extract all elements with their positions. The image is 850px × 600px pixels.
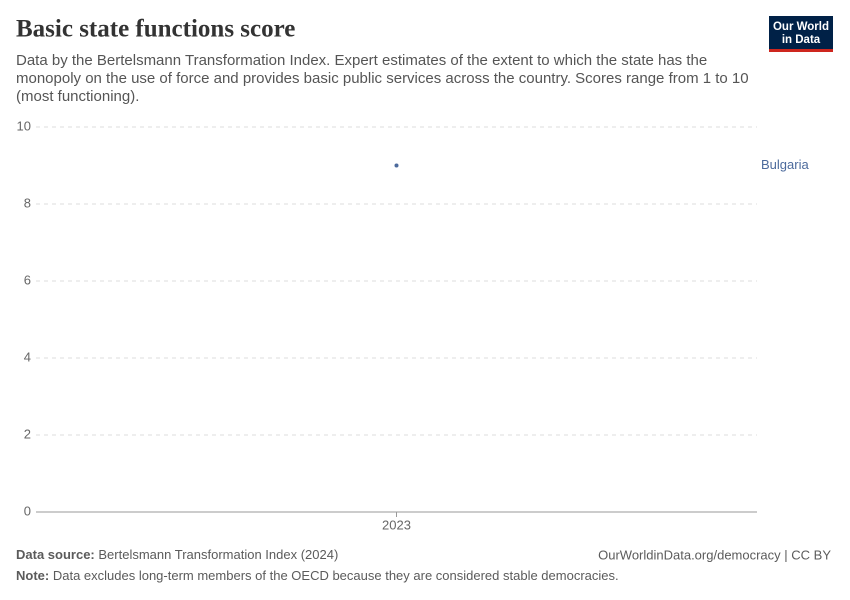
note-label: Note: [16, 568, 49, 583]
y-tick-label: 2 [24, 426, 31, 441]
y-tick-label: 4 [24, 349, 31, 364]
note-text: Data excludes long-term members of the O… [53, 568, 619, 583]
y-tick-label: 0 [24, 503, 31, 518]
y-tick-label: 6 [24, 272, 31, 287]
series-label: Bulgaria [761, 157, 809, 172]
source-label: Data source: [16, 547, 95, 562]
logo-bar [769, 49, 833, 52]
point [394, 163, 399, 168]
subtitle: Data by the Bertelsmann Transformation I… [16, 52, 749, 105]
source-text: Bertelsmann Transformation Index (2024) [98, 547, 338, 562]
logo-text: in Data [782, 34, 821, 46]
logo-box [769, 16, 833, 52]
chart-title: Basic state functions score [16, 16, 295, 43]
source: Data source: Bertelsmann Transformation … [16, 547, 338, 562]
y-tick-label: 8 [24, 195, 31, 210]
y-tick-label: 10 [17, 118, 31, 133]
url: OurWorldinData.org/democracy | CC BY [598, 547, 831, 562]
x-tick-label: 2023 [382, 517, 411, 532]
logo-text: Our World [773, 21, 829, 33]
note: Note: Data excludes long-term members of… [16, 568, 619, 583]
